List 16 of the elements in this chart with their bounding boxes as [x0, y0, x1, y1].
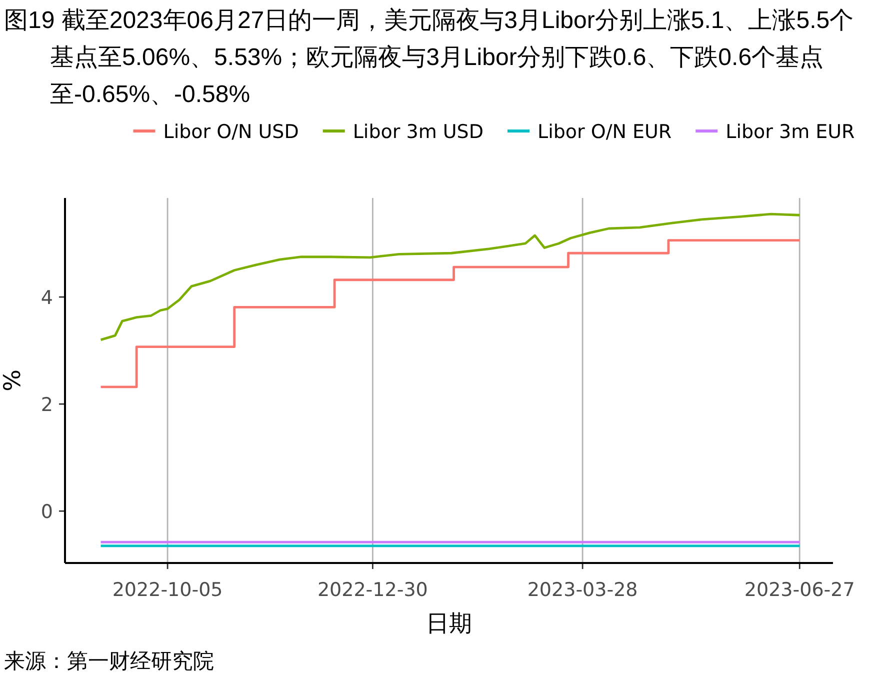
legend-label: Libor O/N USD — [163, 121, 299, 143]
line-series — [100, 212, 801, 342]
y-tick-label: 0 — [40, 501, 53, 524]
chart-title: 图19 截至2023年06月27日的一周，美元隔夜与3月Libor分别上涨5.1、上涨5.5个基点至5.06%、5.53%；欧元隔夜与3月Libor分别下跌0.6、下跌0.6个基点至-0.65%、-0.58% — [4, 6, 855, 110]
legend-label: Libor 3m USD — [352, 121, 484, 143]
x-tick-label: 2022-12-30 — [317, 579, 428, 601]
y-tick-label: 2 — [40, 394, 53, 416]
x-tick-label: 2023-03-28 — [527, 579, 638, 601]
x-tick-label: 2022-10-05 — [112, 579, 223, 601]
source-note: 来源：第一财经研究院 — [4, 649, 214, 673]
x-tick-label: 2023-06-27 — [744, 579, 855, 601]
y-tick-label: 4 — [40, 287, 53, 310]
legend-label: Libor O/N EUR — [537, 121, 672, 143]
y-axis-title: % — [0, 370, 26, 392]
legend-label: Libor 3m EUR — [726, 121, 855, 143]
x-axis-title: 日期 — [426, 611, 472, 637]
